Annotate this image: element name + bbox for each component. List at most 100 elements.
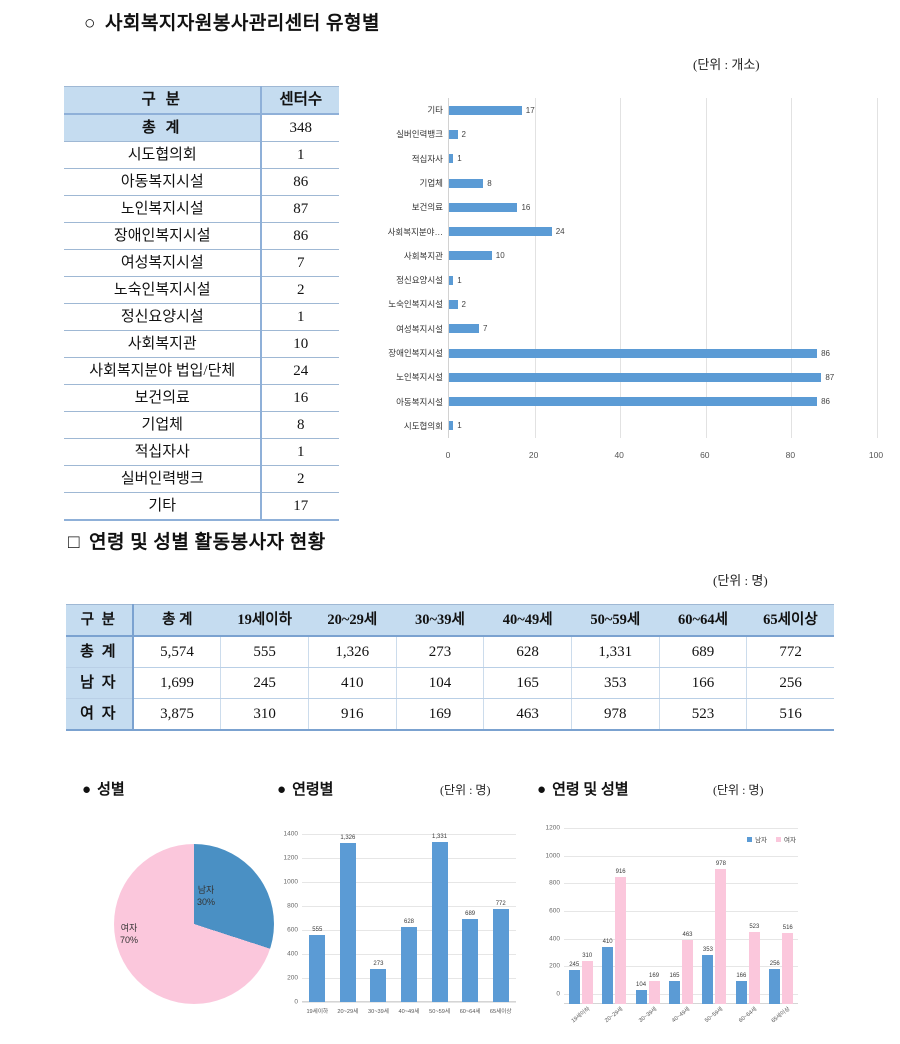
table-row: 여성복지시설 7 <box>64 249 339 277</box>
bar-column: 1,326 20~29세 <box>333 834 364 1015</box>
chart-plot-area: 0 200 400 600 800 1000 1200 1400 555 19세이하 1,326 20… <box>284 831 516 1015</box>
bar-value-label: 1 <box>457 275 462 285</box>
bar-group: 245 310 19세이하 <box>564 828 597 1024</box>
age-gender-chart-unit-label: (단위 : 명) <box>713 783 764 797</box>
bar-value-label: 104 <box>636 981 647 988</box>
bar-value-label: 87 <box>825 372 835 382</box>
row-value: 87 <box>260 195 339 223</box>
x-axis-tick-label: 60~64세 <box>459 1009 481 1015</box>
x-axis-tick-label: 20~29세 <box>604 1006 625 1025</box>
column-header: 40~49세 <box>483 604 572 637</box>
table-cell: 169 <box>396 698 485 731</box>
pie-slices <box>114 844 274 1004</box>
row-value: 2 <box>260 465 339 493</box>
row-label: 정신요양시설 <box>64 303 262 331</box>
row-value: 8 <box>260 411 339 439</box>
bar-column: 273 30~39세 <box>363 834 394 1015</box>
table-header-row: 구 분 센터수 <box>64 86 339 115</box>
gridline <box>877 98 878 438</box>
gridline: 0 <box>556 991 798 998</box>
age-gender-bar-chart: 남자 여자 0 200 400 600 800 1000 1200 245 310 19세이하 410… <box>534 820 802 1040</box>
table-row: 적십자사 1 <box>64 438 339 466</box>
row-value: 16 <box>260 384 339 412</box>
bar-row: 기타 17 <box>427 99 876 121</box>
bar <box>449 372 822 382</box>
row-value: 348 <box>260 114 339 142</box>
table-cell: 256 <box>746 667 834 699</box>
legend-item[interactable]: 남자 <box>747 834 767 844</box>
bar-group: 256 516 65세이상 <box>765 828 798 1024</box>
table-row: 총 계 5,574 555 1,326 273 628 1,331 689 772 <box>66 636 834 668</box>
bar-value-label: 555 <box>312 927 323 934</box>
y-axis-tick-label: 800 <box>287 902 298 910</box>
x-axis-tick-label: 65세이상 <box>770 1006 792 1025</box>
table-cell: 166 <box>659 667 748 699</box>
row-value: 1 <box>260 141 339 169</box>
gridline: 1000 <box>284 879 516 886</box>
table-cell: 104 <box>396 667 485 699</box>
bar-value-label: 7 <box>482 324 488 334</box>
gridline: 800 <box>287 903 516 910</box>
bar: 310 <box>581 953 593 1004</box>
bar <box>449 299 458 309</box>
pie-label-female-name: 여자 <box>120 923 138 933</box>
bar-value-label: 916 <box>615 869 626 876</box>
column-header: 50~59세 <box>571 604 660 637</box>
bar <box>449 397 818 407</box>
row-label: 보건의료 <box>64 384 262 412</box>
bar-category-label: 기업체 <box>419 178 443 188</box>
table-row: 여 자 3,875 310 916 169 463 978 523 516 <box>66 698 834 731</box>
bullet-icon: ● <box>537 782 547 798</box>
y-axis-tick-label: 800 <box>549 879 560 887</box>
table-cell: 245 <box>220 667 309 699</box>
table-cell: 5,574 <box>132 636 222 668</box>
table-cell: 1,331 <box>571 636 660 668</box>
table-row: 실버인력뱅크 2 <box>64 465 339 493</box>
y-axis-tick-label: 0 <box>556 990 560 998</box>
y-axis-tick-label: 400 <box>549 935 560 943</box>
x-axis-tick-label: 19세이하 <box>306 1009 329 1015</box>
bar-column: 689 60~64세 <box>455 834 486 1015</box>
bar: 463 <box>681 932 693 1004</box>
y-axis-tick-label: 600 <box>287 926 298 934</box>
bar-column: 772 65세이상 <box>485 834 516 1015</box>
square-marker-icon: □ <box>68 532 80 553</box>
bar: 772 <box>492 901 509 1002</box>
bar-row: 적십자사 1 <box>412 148 876 170</box>
table-cell: 772 <box>746 636 834 668</box>
x-axis-tick-label: 20 <box>528 450 539 460</box>
age-chart-unit-label: (단위 : 명) <box>440 783 491 797</box>
bar-value-label: 256 <box>769 960 780 967</box>
row-value: 24 <box>260 357 339 385</box>
bar: 245 <box>568 962 580 1004</box>
bar-category-label: 장애인복지시설 <box>388 348 443 358</box>
y-axis-tick-label: 1200 <box>283 854 298 862</box>
column-header-category: 구 분 <box>64 86 262 115</box>
bar <box>449 178 484 188</box>
row-label: 아동복지시설 <box>64 168 262 196</box>
legend-item[interactable]: 여자 <box>776 834 796 844</box>
bar-value-label: 1 <box>457 154 462 164</box>
pie-label-female-value: 70% <box>120 935 139 946</box>
table-row: 장애인복지시설 86 <box>64 222 339 250</box>
bar-row: 기업체 8 <box>420 172 876 194</box>
gridline: 0 <box>294 999 516 1006</box>
chart-legend: 남자 여자 <box>747 834 796 844</box>
table-cell: 689 <box>659 636 748 668</box>
gridline <box>791 98 793 438</box>
bar-value-label: 17 <box>525 105 535 115</box>
bar-category-label: 보건의료 <box>411 202 443 213</box>
bar: 169 <box>648 973 660 1004</box>
legend-swatch <box>776 836 782 842</box>
x-axis-tick-label: 100 <box>868 450 884 460</box>
bar: 523 <box>748 924 760 1004</box>
bar: 104 <box>635 982 647 1004</box>
age-chart-title: ● 연령별 <box>277 778 333 799</box>
table-row: 사회복지관 10 <box>64 330 339 358</box>
section-1-heading: ○ 사회복지자원봉사관리센터 유형별 <box>84 8 380 35</box>
bar-category-label: 기타 <box>427 105 443 116</box>
table-cell: 916 <box>308 698 397 731</box>
chart-plot-area: 시도협의회 1 아동복지시설 86 노인복지시설 87 장애인복지시설 86 여성복지시설 7 노숙… <box>388 98 878 438</box>
